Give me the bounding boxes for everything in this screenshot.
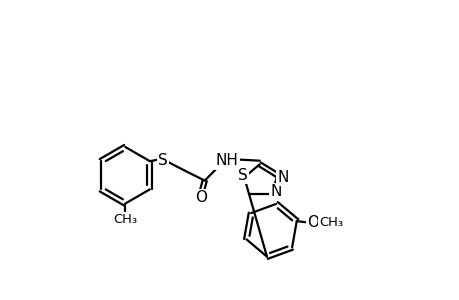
Text: N: N <box>277 170 288 185</box>
Text: O: O <box>307 215 319 230</box>
Text: CH₃: CH₃ <box>318 216 342 229</box>
Text: S: S <box>158 153 168 168</box>
Text: CH₃: CH₃ <box>113 213 137 226</box>
Text: O: O <box>195 190 207 205</box>
Text: NH: NH <box>215 154 238 169</box>
Text: N: N <box>270 184 281 199</box>
Text: S: S <box>237 168 247 183</box>
